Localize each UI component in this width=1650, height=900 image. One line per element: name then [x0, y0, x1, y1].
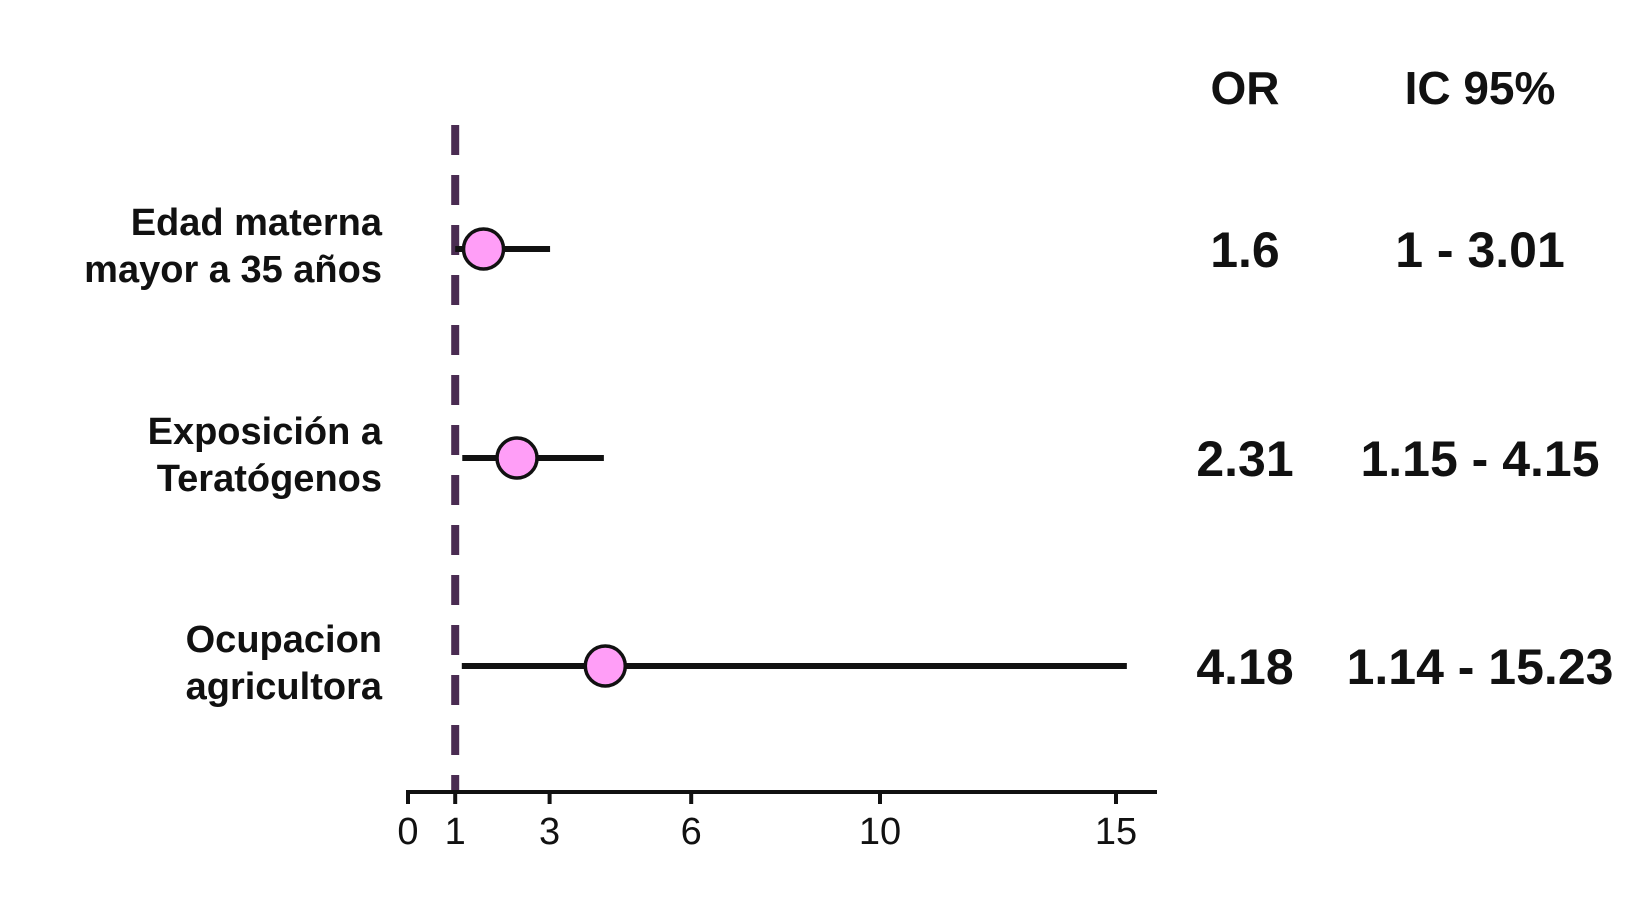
- ci-value: 1.15 - 4.15: [1360, 431, 1599, 487]
- x-tick-label: 3: [539, 811, 560, 853]
- row-label-line2: agricultora: [186, 666, 383, 708]
- x-axis-ticks: 0 1 3 6 10 15: [397, 792, 1137, 853]
- x-tick-label: 10: [859, 811, 901, 853]
- odds-ratio-point: [583, 644, 628, 688]
- x-tick-label: 0: [397, 811, 418, 853]
- or-value: 4.18: [1196, 639, 1293, 695]
- ci-column-header: IC 95%: [1405, 62, 1556, 114]
- row-label-line1: Edad materna: [131, 202, 383, 244]
- or-value: 1.6: [1210, 222, 1280, 278]
- x-tick-label: 15: [1095, 811, 1137, 853]
- x-tick-label: 1: [445, 811, 466, 853]
- row-label-line1: Exposición a: [148, 411, 383, 453]
- x-tick-label: 6: [681, 811, 702, 853]
- row-label-line1: Ocupacion: [186, 619, 382, 661]
- or-value: 2.31: [1196, 431, 1293, 487]
- ci-value: 1 - 3.01: [1395, 222, 1565, 278]
- odds-ratio-point: [495, 436, 539, 480]
- or-column-header: OR: [1211, 62, 1280, 114]
- ci-value: 1.14 - 15.23: [1347, 639, 1614, 695]
- row-label-line2: mayor a 35 años: [84, 249, 382, 291]
- forest-row: Edad materna mayor a 35 años 1.6 1 - 3.01: [84, 202, 1565, 291]
- forest-rows: Edad materna mayor a 35 años 1.6 1 - 3.01 Ex…: [84, 202, 1613, 708]
- row-label-line2: Teratógenos: [157, 458, 382, 500]
- forest-row: Exposición a Teratógenos 2.31 1.15 - 4.15: [148, 411, 1600, 500]
- odds-ratio-point: [461, 227, 506, 271]
- forest-row: Ocupacion agricultora 4.18 1.14 - 15.23: [186, 619, 1614, 708]
